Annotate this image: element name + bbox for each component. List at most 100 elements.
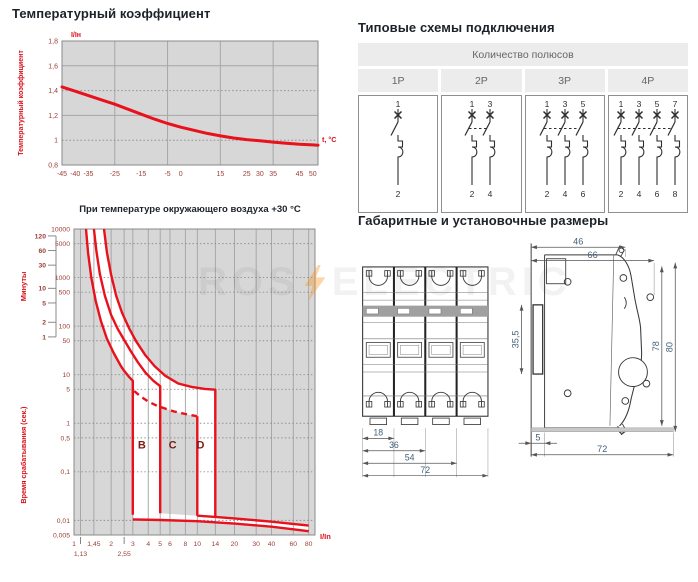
svg-text:1: 1 (54, 138, 58, 145)
svg-text:18: 18 (373, 428, 383, 438)
temp-coefficient-curve (60, 85, 320, 147)
top-terminal (431, 270, 451, 286)
bottom-terminal (462, 391, 482, 408)
svg-text:-5: -5 (164, 171, 170, 178)
svg-text:10: 10 (194, 541, 202, 548)
curve-thermal-max-D (102, 228, 217, 518)
pole-diagram-4P: 1 2 3 4 5 6 7 8 (613, 99, 681, 199)
svg-text:-15: -15 (136, 171, 146, 178)
pole-diagram-3P: 1 2 3 4 5 6 (539, 99, 589, 199)
svg-text:1: 1 (42, 334, 46, 341)
svg-text:1,13: 1,13 (74, 551, 87, 558)
trip-element (656, 135, 663, 185)
temp-chart-title: Температурный коэффициент (12, 6, 211, 21)
front-view-drawing: 18 36 54 72 (362, 266, 489, 478)
svg-text:5: 5 (655, 99, 660, 109)
svg-text:80: 80 (665, 342, 675, 352)
svg-text:3: 3 (131, 541, 135, 548)
svg-text:35,5: 35,5 (511, 331, 521, 349)
trip-element (489, 135, 496, 185)
svg-text:-40: -40 (70, 171, 80, 178)
trip-curve-chart: B C D 10000 5000 1000 500 100 50 10 5 1 0,5 0,1 0,01 0,… (19, 226, 331, 558)
svg-text:1: 1 (619, 99, 624, 109)
trip-element (674, 135, 681, 185)
svg-text:1: 1 (396, 99, 401, 109)
svg-text:4: 4 (146, 541, 150, 548)
svg-text:54: 54 (405, 452, 415, 462)
din-clip (463, 417, 481, 425)
curve-thermal-min (84, 228, 134, 515)
svg-text:-35: -35 (83, 171, 93, 178)
poles-header-row: 1P 2P 3P 4P (358, 69, 688, 92)
column-header-1p: 1P (358, 69, 439, 92)
din-clip (400, 417, 419, 425)
svg-text:I/In: I/In (320, 532, 331, 541)
svg-text:6: 6 (168, 541, 172, 548)
pole-diagram-1P: 12 (390, 99, 404, 199)
marking-window (428, 342, 454, 358)
left-column: Температурный коэффициент 1,8 1,6 1,4 1,2 1 0… (12, 6, 336, 558)
din-clip (432, 417, 450, 425)
svg-text:7: 7 (673, 99, 678, 109)
svg-text:46: 46 (573, 236, 583, 246)
column-header-4p: 4P (607, 69, 688, 92)
svg-text:0,8: 0,8 (48, 163, 58, 170)
plot-area (62, 41, 318, 165)
temperature-coefficient-chart: 1,8 1,6 1,4 1,2 1 0,8-45 -40 -35 -25 -15 -5 0 15 25 30… (17, 32, 336, 178)
switch-blade (539, 121, 548, 136)
svg-text:2: 2 (544, 189, 549, 199)
svg-text:15: 15 (216, 171, 224, 178)
svg-text:Минуты: Минуты (19, 272, 28, 302)
svg-text:80: 80 (305, 541, 313, 548)
column-header-2p: 2P (441, 69, 522, 92)
svg-text:5: 5 (158, 541, 162, 548)
svg-text:1,2: 1,2 (48, 113, 58, 120)
svg-text:40: 40 (268, 541, 276, 548)
svg-text:1,4: 1,4 (48, 88, 58, 95)
svg-text:3: 3 (637, 99, 642, 109)
trip-band (93, 229, 216, 517)
svg-text:Температурный коэффициент: Температурный коэффициент (17, 50, 25, 156)
trip-element (638, 135, 645, 185)
scheme-cell-2P: 1 2 3 4 (441, 95, 522, 213)
svg-text:4: 4 (488, 189, 493, 199)
din-rail-slot (532, 304, 544, 375)
svg-text:60: 60 (290, 541, 298, 548)
svg-text:2: 2 (470, 189, 475, 199)
curve-label-D: D (196, 440, 204, 452)
dimensions-title: Габаритные и установочные размеры (358, 213, 609, 228)
svg-text:-45: -45 (57, 171, 67, 178)
svg-text:0,1: 0,1 (61, 469, 71, 476)
side-view-drawing: 46 66 78 80 35,5 5 72 (511, 236, 678, 457)
svg-text:5: 5 (42, 300, 46, 307)
curve-magnetic-upper-dashed (133, 390, 198, 418)
svg-text:3: 3 (488, 99, 493, 109)
switch-blade (613, 121, 622, 136)
bottom-terminal (368, 391, 388, 408)
svg-text:2,55: 2,55 (118, 551, 131, 558)
right-column: Типовые схемы подключения Количество пол… (352, 0, 698, 582)
svg-text:78: 78 (651, 341, 661, 351)
svg-text:5000: 5000 (55, 241, 70, 248)
pole-diagram-2P: 1 2 3 4 (464, 99, 496, 199)
svg-text:5: 5 (580, 99, 585, 109)
poles-group-header: Количество полюсов (358, 43, 688, 66)
svg-text:t, °С: t, °С (322, 135, 336, 144)
svg-text:-25: -25 (110, 171, 120, 178)
svg-text:1: 1 (470, 99, 475, 109)
svg-text:2: 2 (396, 189, 401, 199)
marking-window (397, 342, 423, 358)
svg-text:50: 50 (62, 338, 70, 345)
svg-text:10000: 10000 (51, 226, 70, 233)
curve-thermal-max-B (92, 228, 162, 514)
svg-text:I/Iн: I/Iн (71, 32, 81, 39)
scheme-cell-3P: 1 2 3 4 5 6 (524, 95, 605, 213)
coil-boss (618, 357, 649, 388)
svg-text:1,6: 1,6 (48, 63, 58, 70)
trip-element (397, 135, 404, 185)
plot-area (74, 229, 315, 535)
